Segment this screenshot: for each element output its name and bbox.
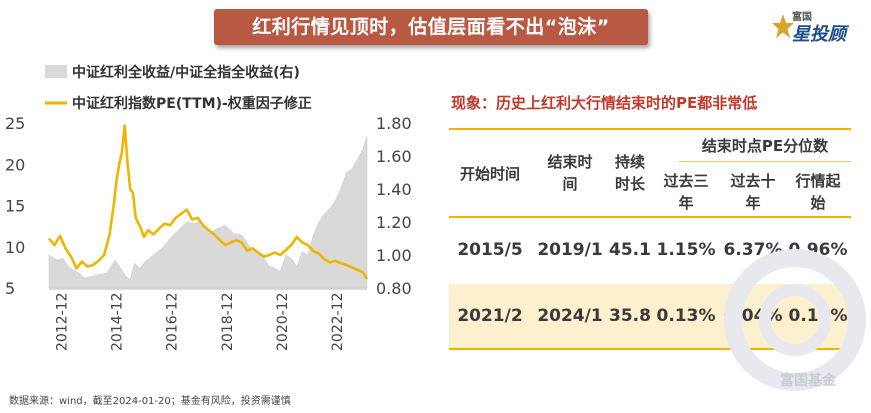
table-cell: 0.14%: [788, 306, 848, 326]
x-tick-label: 2012-12: [55, 293, 71, 352]
column-header: 过去三: [663, 172, 709, 190]
legend-label-area: 中证红利全收益/中证全指全收益(右): [72, 64, 300, 81]
group-header-rule: [679, 161, 851, 162]
column-header-cont: 年: [678, 194, 694, 212]
star-logo-icon: [772, 14, 794, 38]
x-tick-label: 2020-12: [275, 293, 291, 352]
data-source-note: 数据来源：wind，截至2024-01-20；基金有风险，投资需谨慎: [9, 396, 291, 407]
x-tick-label: 2022-12: [330, 293, 346, 352]
table-cell: 2024/1: [537, 306, 603, 326]
brand-logo: 富国 星投顾: [768, 6, 868, 46]
column-header-cont: 始: [810, 194, 826, 212]
y-right-tick-label: 1.20: [376, 213, 412, 232]
group-header: 结束时点PE分位数: [701, 137, 829, 155]
column-header-cont: 间: [562, 175, 578, 193]
x-tick-label: 2016-12: [165, 293, 181, 352]
table-top-rule: [449, 128, 851, 130]
column-header-cont: 年: [745, 194, 761, 212]
brand-large-text: 星投顾: [792, 24, 846, 45]
column-header: 过去十: [730, 172, 776, 190]
line-series-pe: [48, 124, 369, 280]
table-cell: 2019/1: [537, 240, 603, 260]
x-tick-label: 2014-12: [110, 293, 126, 352]
y-left-tick-label: 20: [5, 155, 25, 174]
area-series-relative-return: [48, 136, 368, 289]
chart: 中证红利全收益/中证全指全收益(右) 中证红利指数PE(TTM)-权重因子修正 5 1…: [5, 64, 412, 352]
column-header-cont: 时长: [614, 175, 645, 193]
panel-title: 现象：历史上红利大行情结束时的PE都非常低: [451, 94, 758, 112]
table-cell: 35.8: [609, 306, 651, 326]
y-left-tick-label: 15: [5, 197, 25, 216]
brand-small-text: 富国: [792, 12, 812, 23]
table-cell: 1.15%: [656, 240, 716, 260]
data-table: 结束时点PE分位数 开始时间 结束时间 持续时长 过去三年 过去十年 行情起始 2015/5…: [449, 128, 851, 350]
legend-label-line: 中证红利指数PE(TTM)-权重因子修正: [72, 95, 312, 112]
table-cell: 2015/5: [457, 240, 523, 260]
table-cell: 45.1: [609, 240, 651, 260]
x-tick-label: 2018-12: [220, 293, 236, 352]
legend-swatch-area: [45, 65, 67, 78]
table-cell: 0.13%: [656, 306, 716, 326]
y-right-tick-label: 1.00: [376, 246, 412, 265]
header-bottom-rule: [449, 216, 851, 218]
y-right-tick-label: 0.80: [376, 279, 412, 298]
y-right-tick-label: 1.40: [376, 180, 412, 199]
column-header: 结束时: [547, 153, 593, 171]
y-right-tick-label: 1.80: [376, 114, 412, 133]
column-header: 行情起: [795, 172, 841, 190]
y-right-tick-label: 1.60: [376, 147, 412, 166]
table-cell: 2021/2: [457, 306, 523, 326]
column-header: 开始时间: [459, 165, 520, 183]
table-bottom-rule: [449, 348, 851, 350]
watermark-logo-icon: [724, 249, 866, 391]
y-left-tick-label: 5: [5, 279, 15, 298]
page-title: 红利行情见顶时，估值层面看不出“泡沫”: [214, 9, 648, 45]
watermark-text: 富国基金: [780, 373, 836, 389]
column-header: 持续: [614, 153, 645, 171]
y-left-tick-label: 10: [5, 238, 25, 257]
y-left-tick-label: 25: [5, 114, 25, 133]
